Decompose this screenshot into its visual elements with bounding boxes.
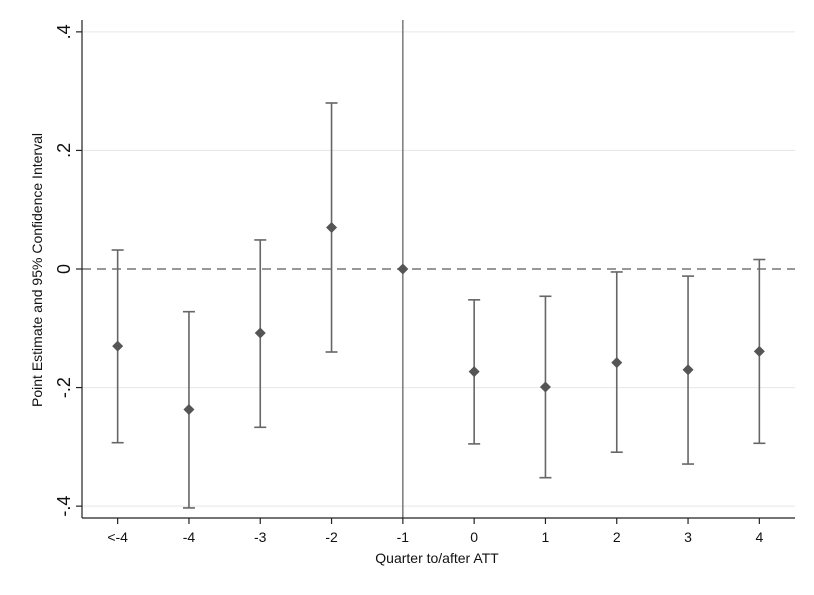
point-estimate-marker — [539, 381, 551, 393]
y-tick-label: .4 — [54, 24, 74, 39]
point-estimate-marker — [254, 327, 266, 339]
point-estimate-marker — [326, 222, 338, 233]
x-tick-label: 3 — [684, 529, 692, 545]
x-tick-label: -4 — [183, 529, 196, 545]
x-tick-label: -3 — [254, 529, 267, 545]
y-tick-label: .2 — [54, 143, 74, 158]
x-tick-label: 2 — [613, 529, 621, 545]
data-marks — [111, 102, 766, 509]
point-estimate-marker — [682, 364, 694, 376]
point-estimate-marker — [753, 345, 765, 357]
x-tick-label: 4 — [755, 529, 763, 545]
point-estimate-marker — [112, 340, 124, 352]
y-axis-title: Point Estimate and 95% Confidence Interv… — [29, 133, 45, 407]
x-axis-title: Quarter to/after ATT — [375, 550, 499, 566]
point-estimate-marker — [183, 404, 195, 416]
point-estimate-marker — [397, 263, 409, 275]
y-tick-label: -.4 — [54, 496, 74, 517]
axes: -.4 -.2 0 .2 .4 <-4 -4 -3 -2 -1 0 1 2 3 4 — [54, 20, 795, 545]
x-tick-label: -1 — [397, 529, 410, 545]
y-tick-label: 0 — [54, 264, 74, 274]
x-tick-label: 0 — [470, 529, 478, 545]
x-tick-label: <-4 — [107, 529, 128, 545]
gridlines — [82, 31, 795, 507]
y-tick-label: -.2 — [54, 377, 74, 398]
point-estimate-marker — [611, 357, 623, 369]
x-tick-label: -2 — [325, 529, 338, 545]
point-estimate-marker — [468, 366, 480, 378]
x-tick-label: 1 — [542, 529, 550, 545]
